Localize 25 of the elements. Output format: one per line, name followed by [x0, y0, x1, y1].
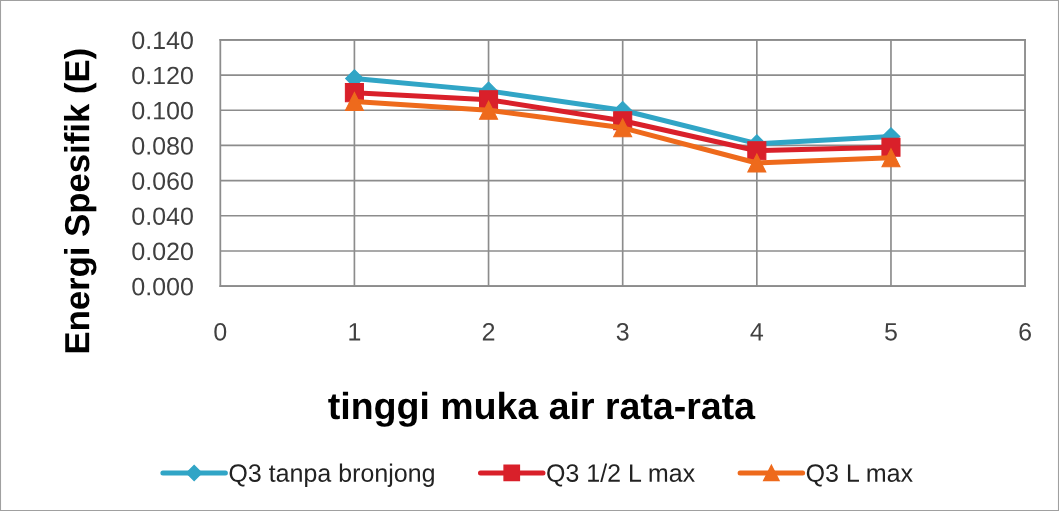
point [479, 100, 499, 120]
legend-label: Q3 L max [806, 464, 913, 487]
y-tick-label: 0.020 [132, 242, 193, 261]
x-tick-label: 2 [482, 322, 495, 341]
legend-label: Q3 tanpa bronjong [229, 463, 434, 487]
y-tick-label: 0.100 [132, 101, 193, 120]
point [344, 91, 364, 111]
x-tick-label: 6 [1019, 322, 1031, 341]
y-tick-label: 0.080 [132, 137, 193, 155]
x-tick-label: 3 [616, 322, 629, 341]
point [881, 148, 901, 168]
y-tick-label: 0.060 [132, 172, 193, 190]
y-axis-title: Energi Spesifik (E) [63, 49, 97, 353]
y-tick-label: 0.000 [132, 277, 193, 296]
y-tick-label: 0.040 [132, 207, 193, 226]
x-axis-title: tinggi muka air rata-rata [328, 391, 756, 427]
legend-label: Q3 1/2 L max [547, 463, 695, 487]
x-tick-label: 5 [885, 323, 897, 341]
x-tick-label: 4 [750, 323, 764, 341]
point [747, 153, 767, 173]
x-tick-label: 0 [214, 322, 227, 341]
point [613, 118, 633, 138]
x-tick-label: 1 [349, 323, 361, 341]
y-tick-label: 0.140 [132, 31, 193, 50]
y-tick-label: 0.120 [132, 66, 193, 85]
